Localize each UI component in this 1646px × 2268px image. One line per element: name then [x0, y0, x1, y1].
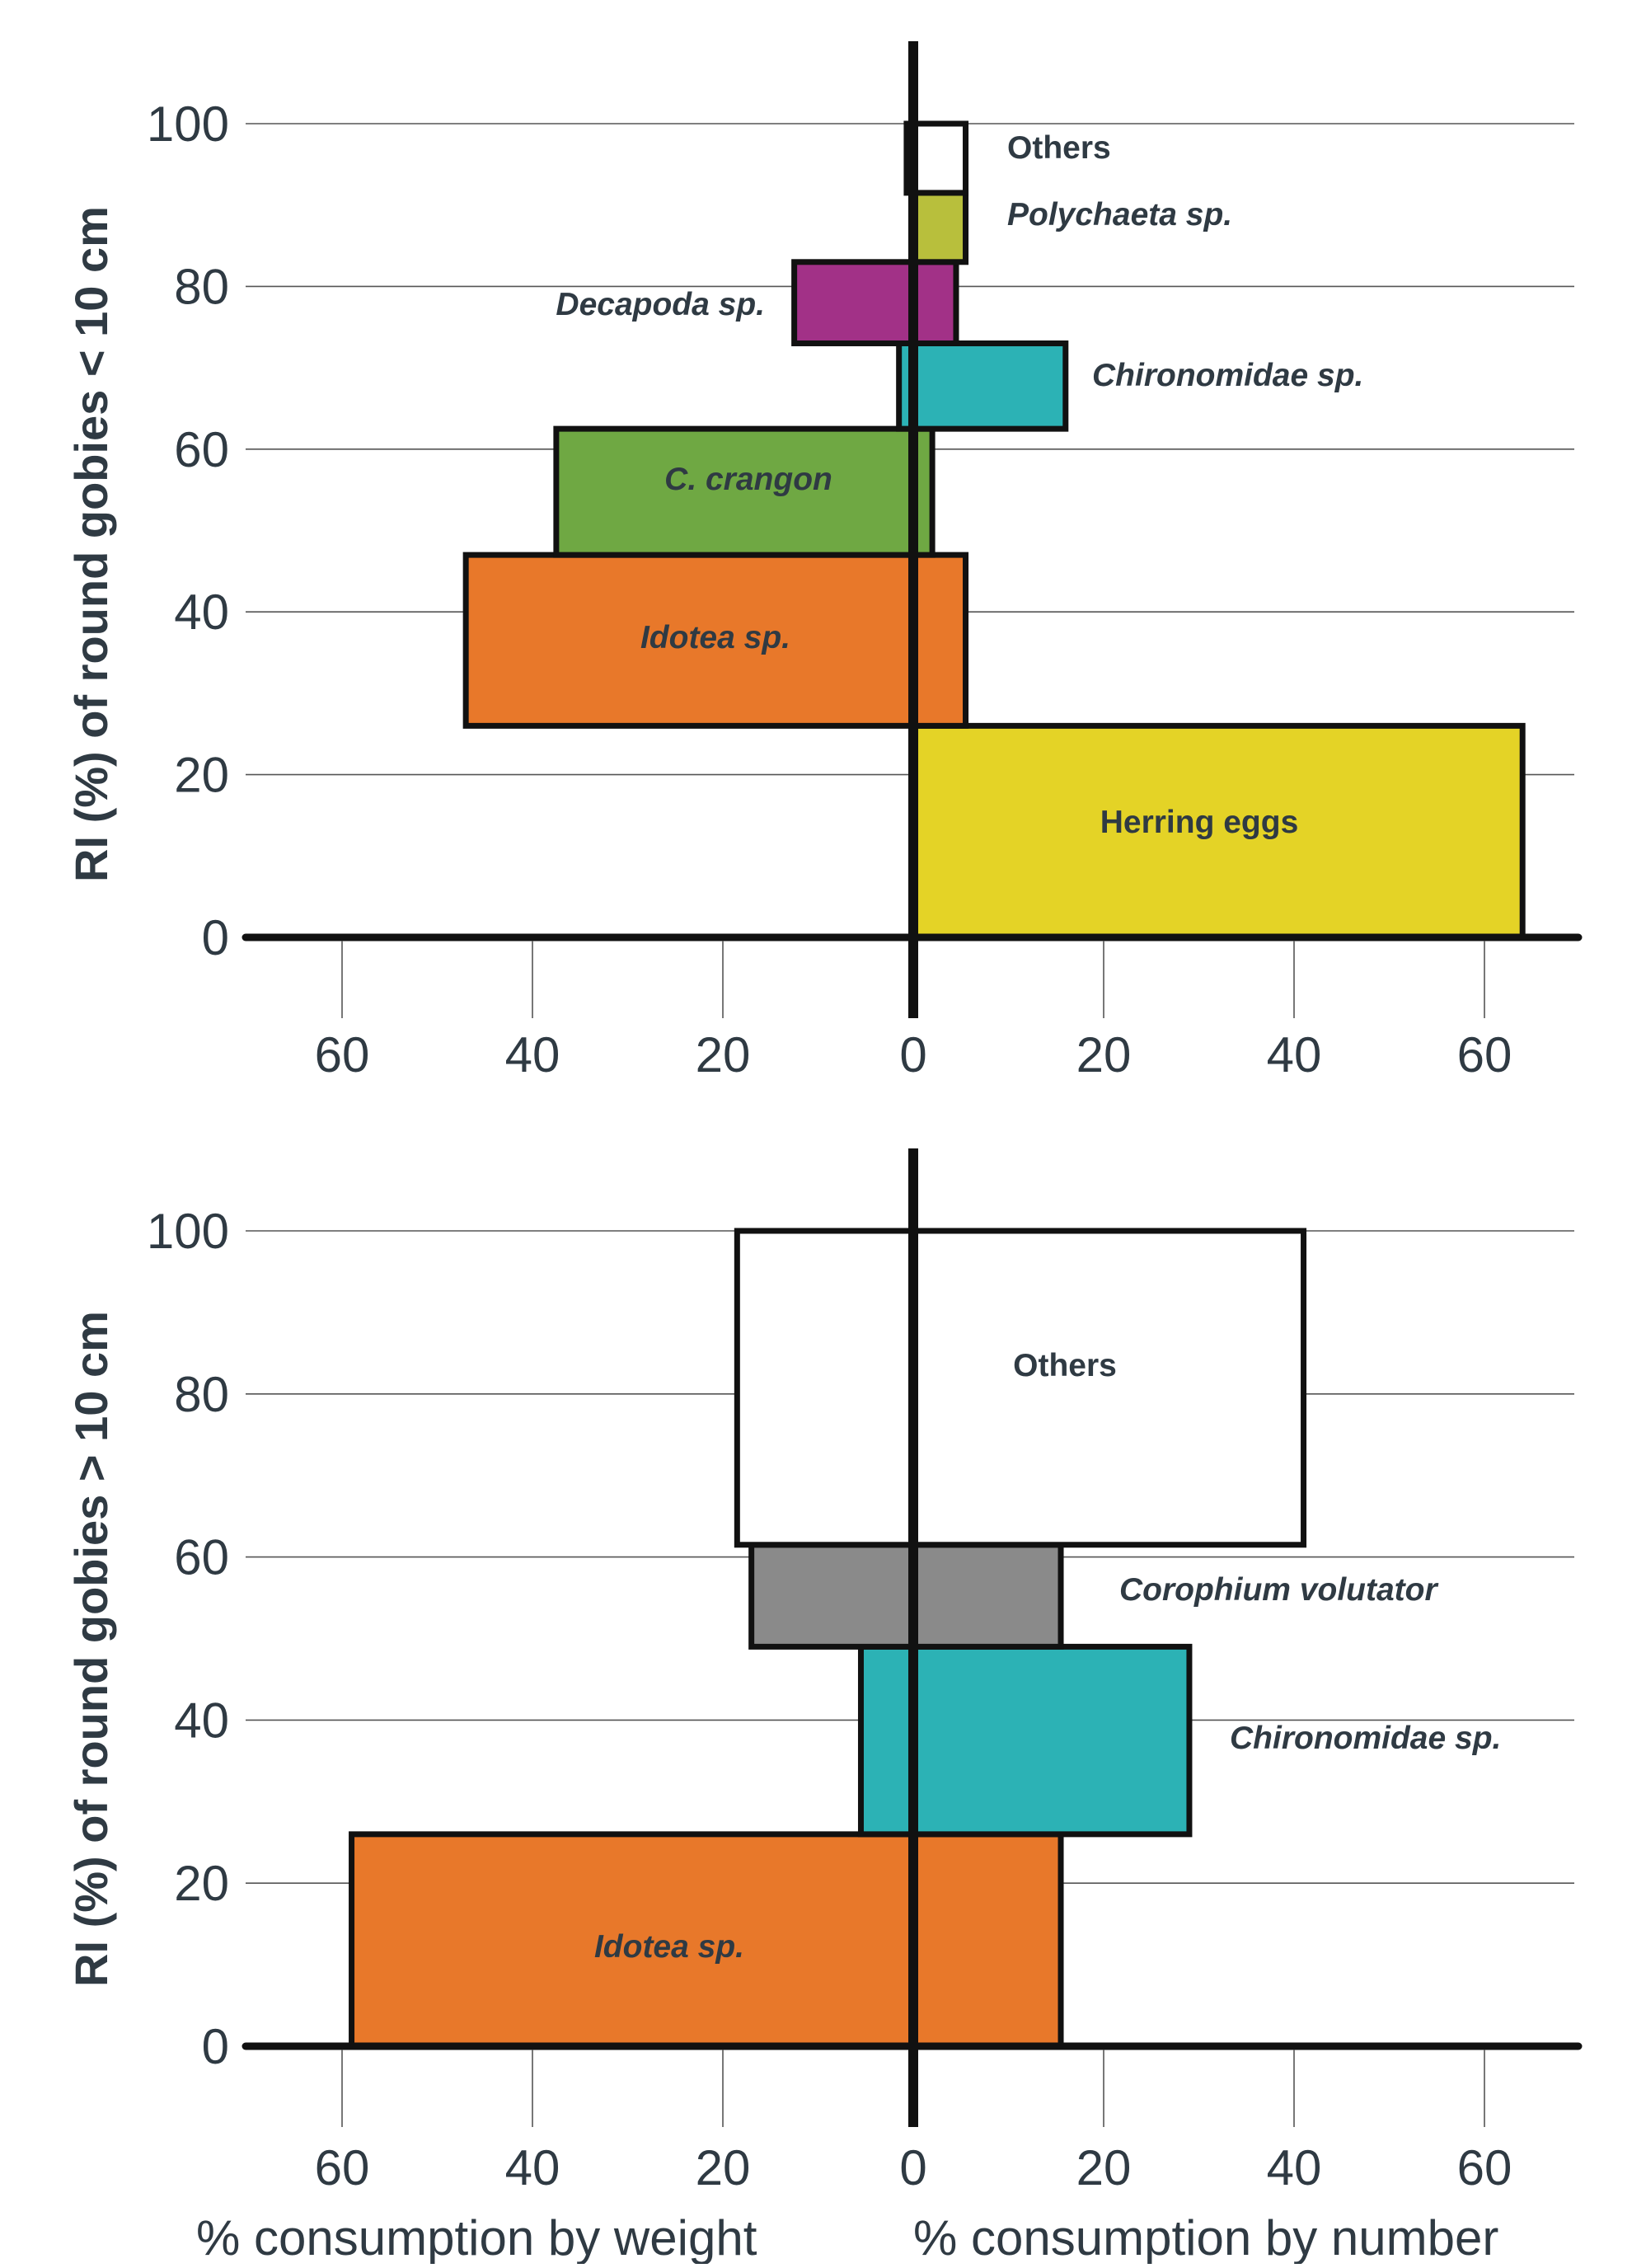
y-tick-label: 20: [174, 1856, 229, 1911]
bar-others: [734, 1228, 1307, 1548]
bar-label: C. crangon: [664, 462, 832, 497]
bar-c-crangon: [553, 425, 936, 558]
bar-idotea-sp: [462, 552, 969, 729]
y-tick-label: 80: [174, 259, 229, 314]
x-tick-label: 0: [899, 2140, 926, 2195]
y-tick-label: 0: [202, 910, 229, 965]
x-tick-label: 60: [315, 2140, 370, 2195]
bar-label: Corophium volutator: [1119, 1572, 1438, 1608]
bar-label: Others: [1007, 130, 1111, 166]
bar-corophium-volutator: [748, 1542, 1064, 1650]
bar-label: Idotea sp.: [594, 1929, 744, 1965]
chart-panel-1: 0 20 40 60 80 100 RI (%) of round gobies < 10 …: [65, 41, 1583, 1082]
y-tick-label: 60: [174, 422, 229, 477]
x-tick-label: 0: [899, 1027, 926, 1082]
x-tick-label: 20: [696, 1027, 751, 1082]
bar-polychaeta-sp: [910, 190, 969, 265]
bar-label: Herring eggs: [1100, 805, 1299, 840]
y-tick-label: 100: [147, 96, 229, 152]
bar-chironomidae-sp: [896, 340, 1069, 432]
y-tick-label: 40: [174, 585, 229, 640]
bar-label: Chironomidae sp.: [1092, 358, 1363, 393]
bar-label: Polychaeta sp.: [1007, 197, 1232, 232]
bar-idotea-sp: [349, 1831, 1064, 2050]
bar-label: Idotea sp.: [640, 620, 790, 655]
x-axis-label-weight: % consumption by weight: [196, 2210, 757, 2264]
y-axis-label: RI (%) of round gobies < 10 cm: [65, 206, 117, 882]
y-tick-label: 0: [202, 2019, 229, 2074]
chart-panel-2: 0 20 40 60 80 100 RI (%) of round gobies > 10 …: [65, 1148, 1583, 2266]
x-tick-label: 40: [505, 2140, 560, 2195]
x-tick-label: 40: [1267, 2140, 1322, 2195]
x-tick-label: 20: [1076, 2140, 1132, 2195]
bar-label: Chironomidae sp.: [1230, 1721, 1501, 1756]
y-tick-label: 100: [147, 1204, 229, 1259]
bar-herring-eggs: [910, 722, 1526, 941]
x-axis-label-number: % consumption by number: [913, 2210, 1498, 2264]
x-tick-label: 40: [505, 1027, 560, 1082]
x-tick-label: 60: [1457, 1027, 1512, 1082]
x-tick-label: 60: [315, 1027, 370, 1082]
bar-label: Others: [1013, 1348, 1117, 1383]
x-tick-label: 60: [1457, 2140, 1512, 2195]
bar-label: Decapoda sp.: [556, 287, 765, 322]
y-tick-label: 80: [174, 1367, 229, 1422]
y-tick-label: 60: [174, 1530, 229, 1585]
y-tick-label: 40: [174, 1693, 229, 1748]
x-tick-label: 40: [1267, 1027, 1322, 1082]
x-tick-label: 20: [696, 2140, 751, 2195]
bar-decapoda-sp: [791, 259, 959, 346]
y-tick-label: 20: [174, 748, 229, 803]
x-tick-label: 20: [1076, 1027, 1132, 1082]
y-axis-label: RI (%) of round gobies > 10 cm: [65, 1311, 117, 1987]
